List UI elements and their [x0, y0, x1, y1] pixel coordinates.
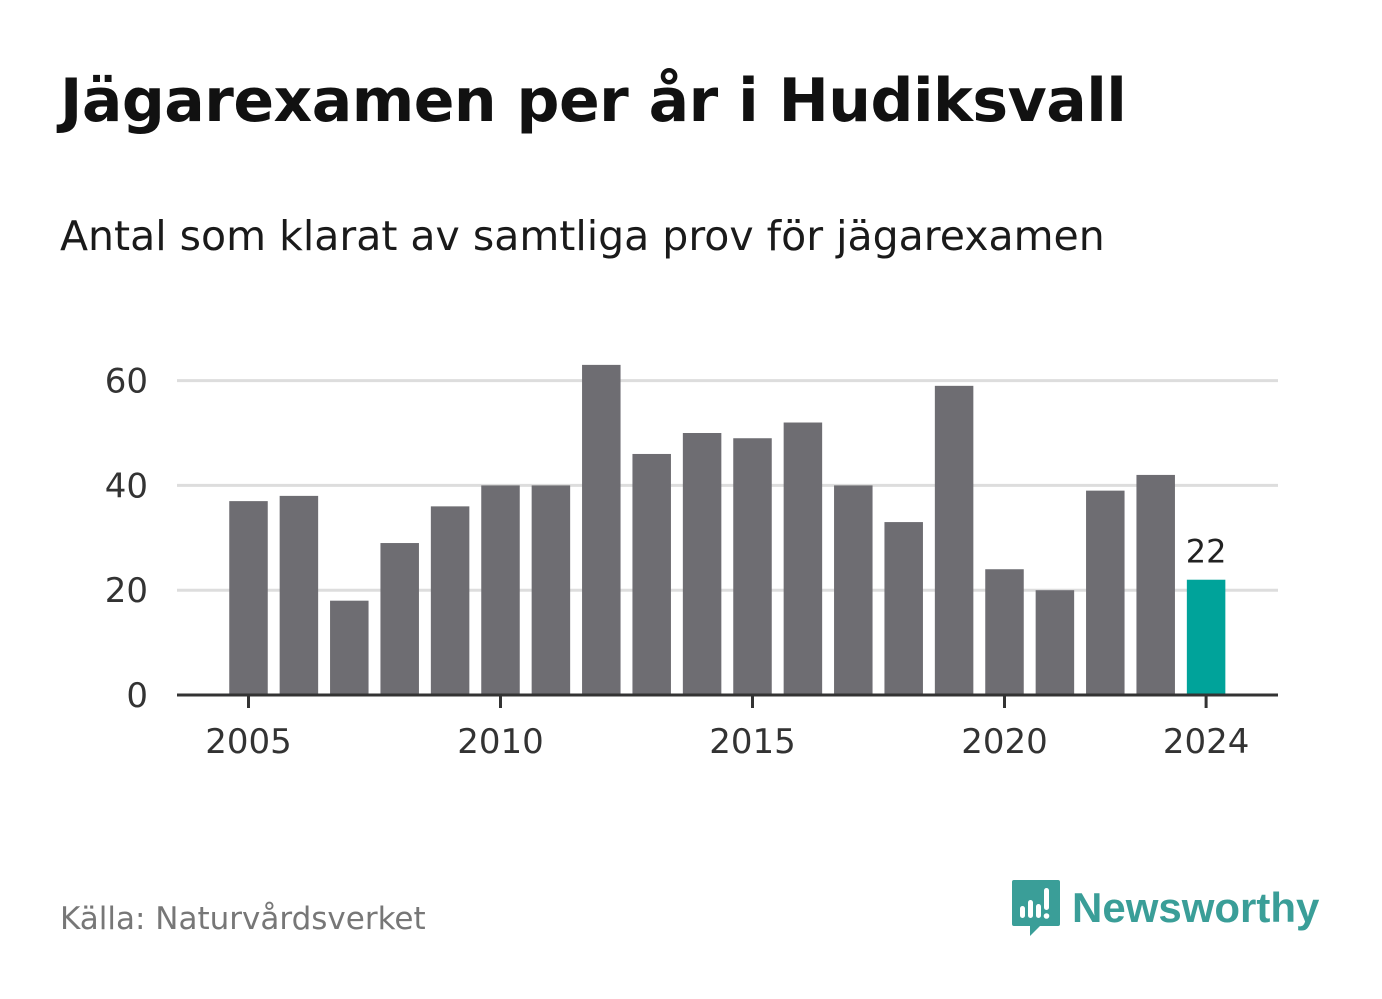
bar-2013	[632, 453, 671, 695]
bar-2014	[682, 433, 722, 695]
bar-2015	[733, 438, 772, 695]
bar-2019	[934, 385, 974, 695]
y-tick-label-40: 40	[105, 466, 148, 506]
bar-2021	[1035, 590, 1075, 695]
bar-2005	[229, 501, 268, 695]
bar-2009	[430, 506, 470, 695]
brand-logo: Newsworthy	[1010, 878, 1319, 938]
bar-2018	[884, 522, 923, 695]
y-tick-label-60: 60	[105, 362, 148, 402]
bar-2024	[1186, 579, 1226, 695]
chart-title: Jägarexamen per år i Hudiksvall	[60, 66, 1127, 136]
bar-2007	[330, 600, 369, 695]
x-tick-label-2010: 2010	[457, 722, 544, 762]
tick-labels: 0 20 40 60 22 2005 2010 2015 2020 2024	[105, 362, 1250, 762]
x-tick-label-2020: 2020	[961, 722, 1048, 762]
source-note: Källa: Naturvårdsverket	[60, 901, 426, 937]
x-tick-label-2005: 2005	[205, 722, 292, 762]
y-tick-label-20: 20	[105, 571, 148, 611]
bar-2012	[582, 364, 621, 695]
bars	[229, 364, 1226, 695]
bar-2011	[531, 485, 571, 695]
data-label-2024: 22	[1186, 533, 1227, 571]
x-tick-label-2015: 2015	[709, 722, 796, 762]
chart-subtitle: Antal som klarat av samtliga prov för jä…	[60, 212, 1105, 260]
brand-name: Newsworthy	[1072, 884, 1320, 931]
axes	[177, 693, 1278, 708]
bar-2017	[834, 485, 873, 695]
bar-2016	[783, 422, 823, 695]
x-tick-label-2024: 2024	[1163, 722, 1250, 762]
bar-2020	[985, 569, 1024, 695]
bar-2008	[380, 543, 419, 695]
bar-2022	[1086, 490, 1125, 695]
newsworthy-logo-icon	[1012, 880, 1060, 936]
y-tick-label-0: 0	[126, 676, 148, 716]
bar-2023	[1136, 474, 1175, 695]
bar-2006	[279, 495, 319, 695]
bar-2010	[481, 485, 520, 695]
bar-chart: 0 20 40 60 22 2005 2010 2015 2020 2024	[105, 362, 1278, 762]
